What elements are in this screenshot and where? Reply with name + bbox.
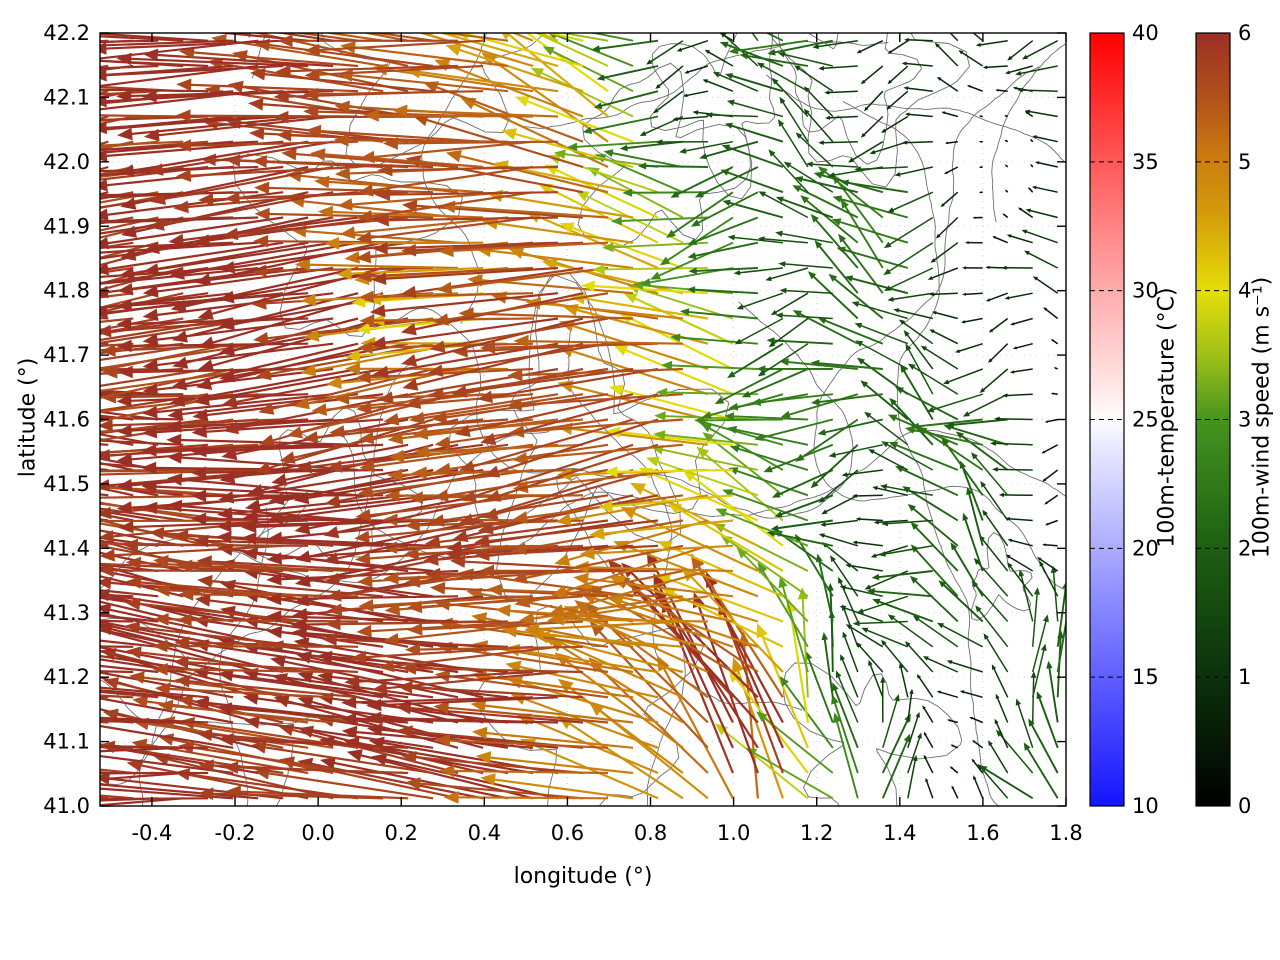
- temperature-tick-label: 40: [1132, 21, 1159, 45]
- y-tick-label: 41.1: [43, 730, 90, 754]
- y-tick-label: 42.2: [43, 21, 90, 45]
- temperature-colorbar-label: 100m-temperature (°C): [1154, 287, 1180, 548]
- temperature-tick-label: 10: [1132, 794, 1159, 818]
- wind-speed-tick-label: 5: [1238, 150, 1251, 174]
- x-tick-label: 1.0: [717, 821, 750, 845]
- temperature-tick-label: 35: [1132, 150, 1159, 174]
- wind-speed-tick-label: 3: [1238, 408, 1251, 432]
- temperature-tick-label: 30: [1132, 279, 1159, 303]
- x-tick-label: 1.4: [883, 821, 916, 845]
- x-tick-label: -0.2: [215, 821, 256, 845]
- x-tick-label: 0.8: [634, 821, 667, 845]
- wind-speed-tick-label: 6: [1238, 21, 1251, 45]
- temperature-colorbar-border: [1089, 32, 1125, 807]
- wind-vector-layer: [100, 33, 1066, 806]
- plot-frame: [99, 32, 1067, 807]
- y-axis-label: latitude (°): [15, 357, 41, 478]
- tick-labels: -0.4 -0.2 0.0 0.2 0.4 0.6 0.8 1.0 1.2 1.4 1.6 1.841…: [43, 21, 1251, 845]
- wind-speed-tick-label: 1: [1238, 665, 1251, 689]
- x-tick-label: 0.0: [301, 821, 334, 845]
- wind-speed-tick-label: 0: [1238, 794, 1251, 818]
- x-tick-label: 0.6: [551, 821, 584, 845]
- y-tick-label: 41.7: [43, 343, 90, 367]
- wind-speed-tick-label: 2: [1238, 536, 1251, 560]
- y-tick-label: 41.6: [43, 408, 90, 432]
- y-tick-label: 41.9: [43, 214, 90, 238]
- y-tick-label: 41.3: [43, 601, 90, 625]
- temperature-tick-label: 15: [1132, 665, 1159, 689]
- temperature-tick-label: 20: [1132, 536, 1159, 560]
- wind-colorbar-label: 100m-wind speed (m s⁻¹): [1249, 276, 1275, 559]
- x-axis-label: longitude (°): [513, 864, 653, 889]
- temperature-tick-label: 25: [1132, 408, 1159, 432]
- x-tick-label: 0.4: [468, 821, 501, 845]
- y-tick-label: 42.0: [43, 150, 90, 174]
- y-tick-label: 41.2: [43, 665, 90, 689]
- y-tick-label: 41.8: [43, 279, 90, 303]
- x-tick-label: -0.4: [131, 821, 172, 845]
- y-tick-label: 41.0: [43, 794, 90, 818]
- x-tick-label: 1.8: [1049, 821, 1082, 845]
- y-tick-label: 42.1: [43, 85, 90, 109]
- x-tick-label: 1.2: [800, 821, 833, 845]
- y-tick-label: 41.4: [43, 536, 90, 560]
- x-tick-label: 0.2: [385, 821, 418, 845]
- wind-speed-tick-label: 4: [1238, 279, 1251, 303]
- y-tick-label: 41.5: [43, 472, 90, 496]
- wind-speed-colorbar-border: [1195, 32, 1231, 807]
- x-tick-label: 1.6: [966, 821, 999, 845]
